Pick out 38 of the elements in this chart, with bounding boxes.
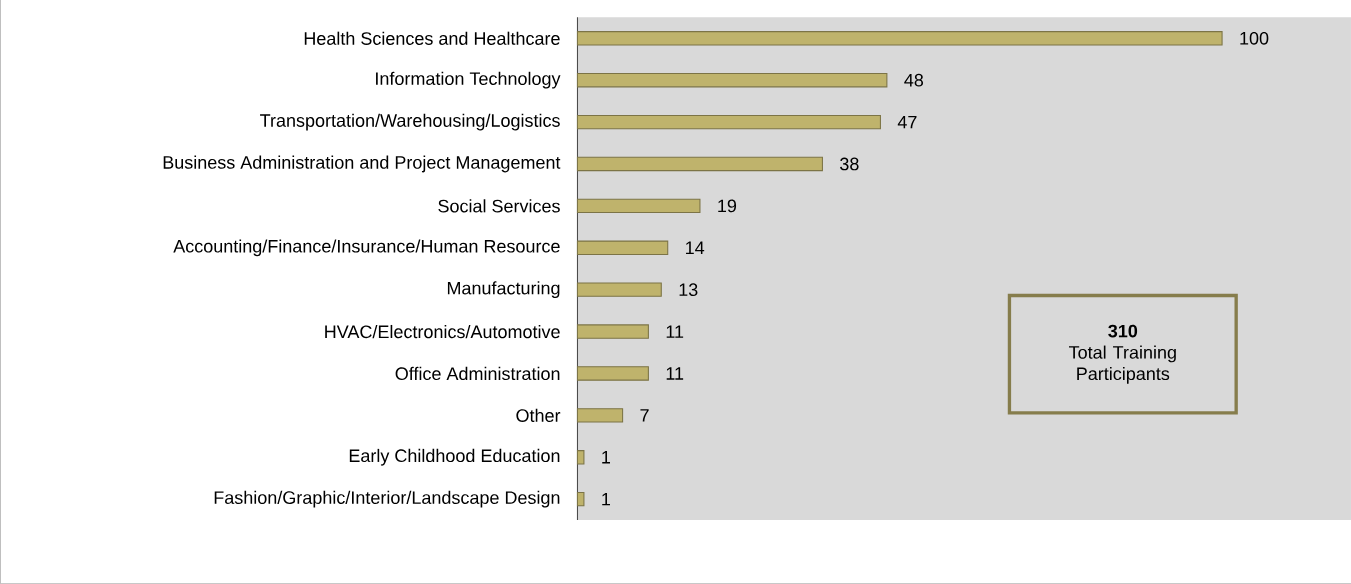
y-tick-label: Transportation/Warehousing/Logistics bbox=[260, 113, 560, 131]
data-label: 1 bbox=[602, 451, 610, 464]
y-tick-label: Accounting/Finance/Insurance/Human Resource bbox=[173, 239, 560, 257]
y-tick-label: Fashion/Graphic/Interior/Landscape Design bbox=[214, 490, 560, 508]
data-label: 13 bbox=[679, 283, 698, 296]
bar bbox=[576, 450, 585, 465]
data-label: 100 bbox=[1240, 31, 1269, 45]
data-label: 11 bbox=[666, 367, 684, 380]
bar bbox=[576, 491, 585, 507]
data-label: 1 bbox=[602, 492, 610, 506]
data-label: 7 bbox=[640, 409, 649, 422]
annotation: 310 bbox=[1108, 324, 1138, 338]
y-tick-label: Health Sciences and Healthcare bbox=[304, 31, 560, 45]
bar bbox=[576, 198, 701, 214]
data-label: 38 bbox=[840, 157, 859, 171]
y-tick-label: Social Services bbox=[438, 199, 560, 213]
annotation: Total Training Participants bbox=[1069, 345, 1176, 384]
bar bbox=[576, 114, 881, 130]
y-tick-label: Office Administration bbox=[395, 366, 560, 381]
data-label: 11 bbox=[666, 325, 684, 338]
data-label: 48 bbox=[904, 73, 924, 87]
y-tick-label: Other bbox=[516, 408, 561, 422]
y-tick-label: HVAC/Electronics/Automotive bbox=[325, 324, 560, 339]
data-label: 19 bbox=[718, 199, 737, 213]
data-label: 47 bbox=[897, 115, 917, 129]
bar bbox=[576, 240, 669, 255]
y-tick-label: Business Administration and Project Management bbox=[163, 155, 561, 173]
y-tick-label: Early Childhood Education bbox=[349, 448, 560, 466]
bar bbox=[576, 282, 662, 297]
bar bbox=[576, 72, 888, 88]
bar bbox=[576, 31, 1223, 46]
y-tick-label: Manufacturing bbox=[447, 281, 560, 299]
bar bbox=[576, 324, 649, 339]
bar bbox=[576, 366, 649, 381]
bar bbox=[576, 408, 624, 423]
bar bbox=[576, 156, 823, 172]
y-tick-label: Information Technology bbox=[376, 71, 561, 89]
data-label: 14 bbox=[686, 241, 705, 254]
